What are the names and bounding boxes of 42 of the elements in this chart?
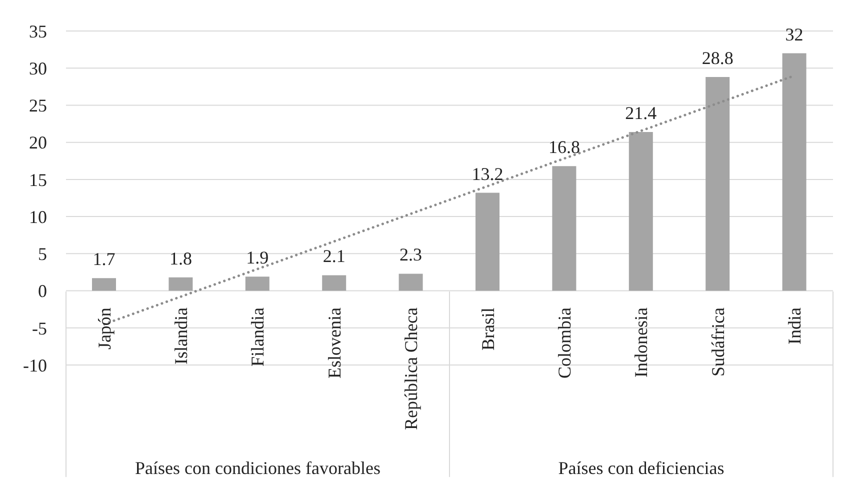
y-tick-label: 30: [29, 58, 47, 78]
bar: [245, 276, 270, 291]
y-tick-label: 0: [38, 281, 47, 302]
bar: [628, 132, 653, 291]
bar: [782, 53, 806, 291]
x-tick-label: Sudáfrica: [708, 308, 728, 377]
x-tick-label: República Checa: [401, 308, 422, 430]
data-label: 2.3: [400, 244, 422, 265]
x-tick-label: Japón: [94, 308, 114, 350]
y-tick-label: 10: [29, 206, 47, 227]
x-tick-label: Eslovenia: [324, 308, 344, 379]
x-tick-label: Indonesia: [631, 308, 652, 378]
data-label: 1.7: [92, 249, 116, 270]
bar: [706, 77, 730, 291]
y-tick-label: -5: [32, 318, 47, 338]
y-tick-label: 5: [38, 244, 47, 264]
data-label: 2.1: [322, 246, 346, 266]
x-tick-label: Colombia: [554, 308, 575, 379]
bar: [476, 192, 500, 291]
y-tick-label: 35: [29, 21, 47, 42]
x-tick-label: Filandia: [248, 308, 268, 367]
y-tick-label: -10: [23, 355, 47, 376]
text: Países con condiciones favorables: [135, 458, 380, 478]
text: Países con deficiencias: [558, 458, 724, 478]
bar: [92, 278, 116, 291]
bar: [168, 277, 193, 291]
data-label: 13.2: [472, 164, 504, 184]
bar: [398, 274, 423, 291]
x-tick-label: Islandia: [171, 308, 192, 365]
data-label: 28.8: [702, 48, 734, 68]
bar: [322, 275, 346, 291]
data-label: 1.9: [246, 248, 269, 268]
bar: [552, 166, 576, 291]
data-label: 21.4: [625, 102, 657, 123]
y-tick-label: 20: [29, 132, 47, 153]
y-tick-label: 15: [29, 170, 47, 190]
x-tick-label: India: [784, 308, 805, 345]
y-tick-label: 25: [29, 96, 47, 116]
data-label: 32: [785, 24, 804, 44]
data-label: 1.8: [169, 248, 192, 268]
data-label: 16.8: [548, 137, 580, 158]
x-tick-label: Brasil: [478, 308, 498, 351]
